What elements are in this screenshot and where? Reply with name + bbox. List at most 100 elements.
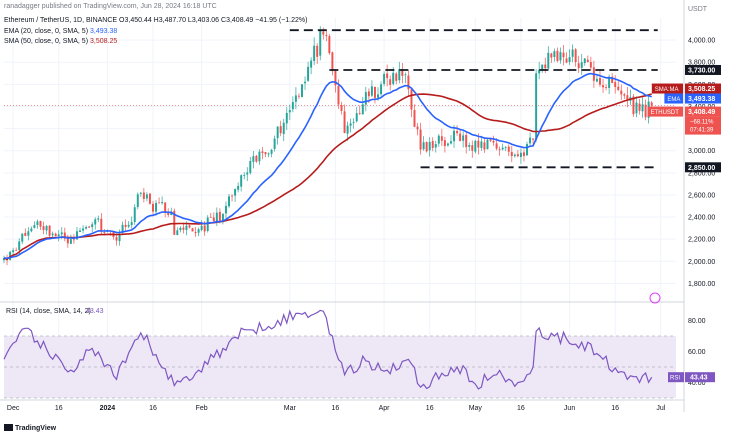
candle-body: [145, 194, 148, 199]
rsi-value-tag-label: 43.43: [690, 375, 708, 382]
grid: [4, 18, 676, 398]
candle-body: [605, 87, 608, 88]
candle-body: [568, 57, 571, 62]
candle-body: [425, 142, 428, 152]
candle-body: [282, 122, 285, 135]
candle-body: [158, 202, 161, 204]
ema-legend-label: EMA (20, close, 0, SMA, 5): [4, 28, 89, 35]
candle-body: [443, 140, 446, 147]
candle-body: [644, 104, 647, 118]
candle-body: [24, 232, 27, 236]
candle-body: [63, 232, 66, 239]
candle-body: [212, 217, 215, 222]
candle-body: [364, 92, 367, 105]
candle-body: [565, 58, 568, 63]
candle-body: [498, 149, 501, 151]
candle-body: [39, 220, 42, 227]
candle-body: [118, 233, 121, 242]
y-tick-label: 2,200.00: [688, 237, 715, 244]
candle-body: [297, 95, 300, 97]
candle-body: [206, 217, 209, 232]
candle-body: [322, 31, 325, 35]
candle-body: [310, 60, 313, 68]
candle-body: [428, 141, 431, 151]
candle-body: [221, 213, 224, 222]
candle-body: [75, 231, 78, 240]
rsi-tick-label: 40.00: [688, 380, 706, 387]
candle-body: [334, 70, 337, 86]
candle-body: [164, 202, 167, 213]
level-tag-label: 3,730.00: [688, 67, 715, 74]
candle-body: [231, 195, 234, 197]
candle-body: [386, 73, 389, 79]
candle-body: [258, 151, 261, 162]
y-axis-unit: USDT: [688, 6, 708, 13]
candle-body: [115, 237, 118, 241]
candle-body: [519, 152, 522, 157]
candle-body: [54, 233, 57, 237]
candle-body: [188, 225, 191, 228]
candle-body: [173, 210, 176, 235]
candle-body: [9, 251, 12, 260]
candle-body: [404, 74, 407, 76]
candle-body: [267, 153, 270, 155]
candle-body: [547, 52, 550, 69]
tradingview-logo-icon: [4, 424, 13, 431]
x-tick-label: 16: [332, 405, 340, 412]
candle-body: [513, 154, 516, 157]
price-tag-value: 3,408.49: [688, 109, 715, 116]
candle-body: [237, 185, 240, 190]
candle-body: [401, 69, 404, 76]
candle-body: [623, 94, 626, 96]
candle-body: [304, 81, 307, 84]
candle-body: [224, 205, 227, 214]
candle-body: [355, 113, 358, 122]
brand-label: TradingView: [15, 425, 57, 432]
rsi-value-inline: 43.43: [86, 308, 104, 315]
candle-body: [529, 137, 532, 144]
candle-body: [620, 90, 623, 95]
candle-body: [264, 152, 267, 155]
ema-legend[interactable]: EMA (20, close, 0, SMA, 5) 3,493.38: [4, 28, 117, 36]
candle-body: [279, 126, 282, 134]
x-tick-label: 16: [426, 405, 434, 412]
price-tag: [685, 83, 721, 94]
candle-body: [270, 149, 273, 154]
candle-body: [611, 76, 614, 83]
price-tag-name-box: [664, 93, 683, 104]
candle-body: [36, 221, 39, 226]
sma-legend[interactable]: SMA (50, close, 0, SMA, 5) 3,508.25: [4, 38, 117, 46]
candle-body: [459, 133, 462, 141]
candle-body: [139, 192, 142, 194]
candle-body: [434, 144, 437, 148]
candle-body: [407, 75, 410, 90]
candle-body: [583, 58, 586, 64]
sma-legend-label: SMA (50, close, 0, SMA, 5): [4, 38, 89, 45]
candle-body: [319, 30, 322, 56]
candle-body: [243, 175, 246, 176]
candle-body: [349, 123, 352, 126]
tradingview-brand[interactable]: TradingView: [4, 424, 56, 432]
candle-body: [152, 203, 154, 212]
candle-body: [462, 135, 465, 141]
candle-body: [97, 218, 100, 220]
candle-body: [215, 212, 218, 222]
candle-body: [522, 152, 525, 156]
candle-body: [367, 91, 370, 97]
y-tick-label: 4,000.00: [688, 38, 715, 45]
candle-body: [492, 140, 495, 143]
candle-body: [276, 126, 279, 139]
candle-body: [60, 232, 63, 235]
candle-body: [474, 140, 477, 152]
candle-body: [85, 227, 88, 229]
candle-body: [395, 73, 398, 81]
price-tag-name: EMA: [667, 97, 680, 103]
symbol-title: Ethereum / TetherUS, 1D, BINANCE: [4, 17, 118, 24]
rsi-name-box: [668, 372, 684, 383]
candle-body: [440, 136, 443, 141]
candle-body: [328, 36, 331, 54]
ema-legend-value: 3,493.38: [89, 28, 118, 35]
candle-body: [136, 194, 139, 207]
candle-body: [480, 141, 483, 148]
candle-body: [449, 141, 452, 144]
